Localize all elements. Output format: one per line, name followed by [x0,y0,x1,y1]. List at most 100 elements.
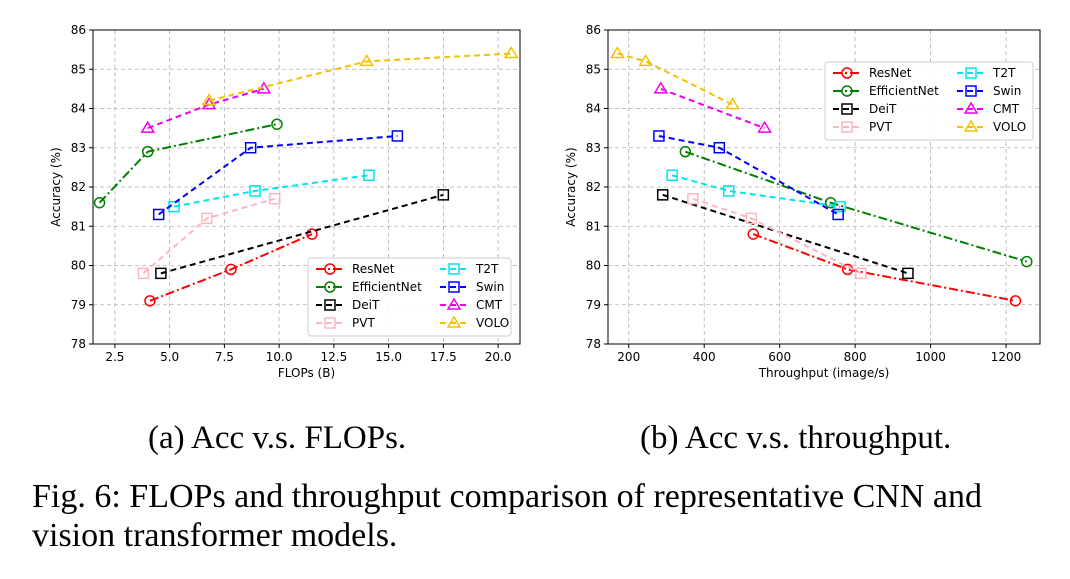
series-resnet [144,228,318,307]
data-point-efficientnet [271,118,283,130]
y-tick-label: 81 [586,219,601,233]
legend-marker [446,315,462,328]
y-tick-label: 83 [586,141,601,155]
data-point-swin [244,142,257,154]
x-tick-label: 10.0 [266,350,293,364]
x-tick-label: 1000 [915,350,946,364]
x-axis-label: Throughput (image/s) [758,366,890,380]
legend-marker [963,101,979,114]
legend-marker [446,297,462,310]
legend-entry-deit: DeiT [833,102,897,116]
chart-b: 200 400 600 800 1000 1200 78 79 80 81 82 83 84 85 86 Th… [564,23,1041,380]
legend-entry-volo: VOLO [957,119,1026,134]
y-tick-label: 86 [586,23,601,37]
y-tick-label: 84 [71,102,86,116]
legend-label: VOLO [993,120,1026,134]
data-point-volo [503,46,519,59]
legend-entry-deit: DeiT [316,298,380,312]
data-point-swin [152,208,165,221]
x-tick-label: 17.5 [430,350,457,364]
legend-label: PVT [869,120,892,134]
data-point-cmt [201,97,217,110]
legend-box [824,61,1034,141]
data-point-volo [610,46,625,59]
y-tick-label: 82 [71,180,86,194]
legend-label: EfficientNet [869,84,939,98]
data-point-resnet [144,295,156,307]
data-point-volo [638,53,654,67]
subcaption-a: (a) Acc v.s. FLOPs. [148,420,407,456]
legend-entry-efficientnet: EfficientNet [833,84,939,98]
x-tick-label: 15.0 [375,350,402,364]
series-line-deit [160,193,444,275]
series-line-deit [662,193,909,275]
y-tick-label: 79 [71,298,86,312]
data-point-cmt [757,120,772,133]
data-point-swin [653,130,665,142]
legend-marker [324,281,336,293]
x-tick-label: 600 [768,350,791,364]
data-point-t2t [666,169,678,181]
x-tick-label: 2.5 [105,350,124,364]
series-volo [610,46,740,110]
series-efficientnet [679,145,1033,268]
legend-entry-pvt: PVT [833,120,892,134]
data-point-t2t [722,185,735,197]
legend-label: Swin [993,84,1021,98]
legend-entry-t2t: T2T [957,66,1016,80]
data-point-efficientnet [93,196,106,209]
series-swin [152,130,404,221]
y-tick-label: 78 [586,337,601,351]
legend-label: ResNet [352,262,395,276]
data-point-swin [713,142,726,154]
y-tick-label: 82 [586,180,601,194]
y-tick-label: 84 [586,102,601,116]
legend-label: DeiT [352,298,380,312]
plot-frame [92,29,521,345]
series-line-t2t [671,174,841,208]
legend-marker [841,121,853,133]
data-point-efficientnet [1021,255,1033,268]
series-line-pvt [692,197,862,275]
legend-marker [448,281,460,293]
y-tick-label: 78 [71,337,86,351]
legend-label: DeiT [869,102,897,116]
x-tick-label: 12.5 [321,350,348,364]
figure-canvas: 2.5 5.0 7.5 10.0 12.5 15.0 17.5 20.0 78 79 80 81 82 8… [49,23,1041,380]
legend-entry-swin: Swin [957,84,1021,98]
legend-box [307,257,512,337]
legend-marker [324,263,336,275]
legend-marker [841,67,853,79]
series-pvt [137,193,281,280]
data-point-resnet [225,263,237,276]
legend: ResNet T2T EfficientNet Swin DeiT CMT PVT VOLO [824,61,1034,141]
chart-a: 2.5 5.0 7.5 10.0 12.5 15.0 17.5 20.0 78 79 80 81 82 8… [49,23,521,380]
series-deit [155,189,450,280]
data-point-volo [201,93,217,106]
series-line-resnet [149,233,313,302]
series-line-volo [617,52,733,106]
data-point-t2t [249,185,261,197]
y-tick-label: 86 [71,23,86,37]
legend-entry-resnet: ResNet [833,66,912,80]
data-point-deit [155,267,167,280]
plot-frame [607,29,1041,345]
series-resnet [747,228,1022,307]
data-point-swin [832,208,844,221]
legend-entry-efficientnet: EfficientNet [316,280,422,294]
data-point-pvt [855,267,867,280]
legend-label: VOLO [476,316,509,330]
series-line-resnet [752,233,1016,302]
series-line-t2t [173,174,370,208]
legend-entry-pvt: PVT [316,316,375,330]
subcaption-b: (b) Acc v.s. throughput. [640,420,952,456]
x-tick-label: 1200 [991,350,1022,364]
figure-caption: Fig. 6: FLOPs and throughput comparison … [32,478,982,554]
y-tick-label: 81 [71,219,86,233]
data-point-resnet [747,228,760,240]
y-tick-label: 85 [71,62,86,76]
data-point-cmt [653,81,669,94]
legend-entry-volo: VOLO [440,315,509,330]
legend-marker [324,299,336,311]
series-line-swin [658,134,839,216]
